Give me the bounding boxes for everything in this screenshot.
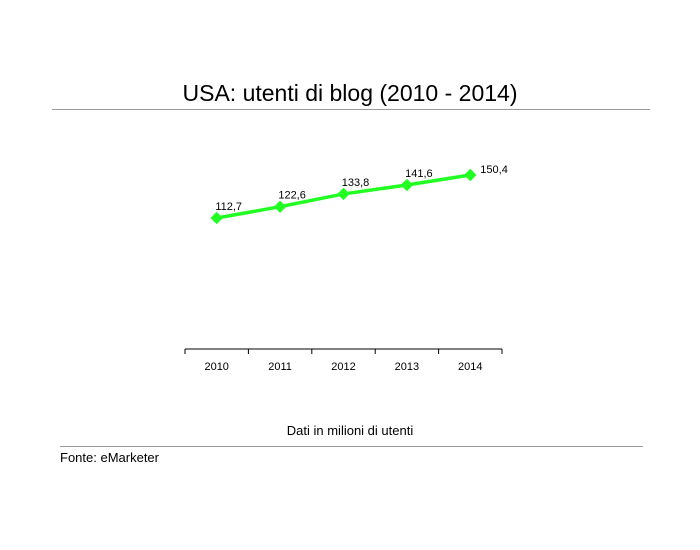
- x-axis: 2010 2011 2012 2013 2014: [184, 348, 503, 373]
- source-note: Fonte: eMarketer: [60, 450, 159, 465]
- x-tick-label: 2013: [395, 361, 419, 373]
- data-label: 141,6: [405, 168, 433, 180]
- data-point: [337, 187, 350, 201]
- data-label: 133,8: [342, 177, 370, 189]
- footer-divider: [60, 446, 643, 447]
- data-point: [273, 200, 287, 213]
- x-tick-label: 2012: [331, 361, 355, 373]
- data-point: [210, 211, 223, 225]
- data-point: [400, 178, 414, 192]
- title-divider: [52, 109, 650, 110]
- x-tick-label: 2010: [204, 361, 228, 373]
- data-point: [464, 168, 477, 182]
- chart-title: USA: utenti di blog (2010 - 2014): [182, 80, 518, 106]
- data-point-layer: [210, 168, 477, 225]
- data-label-layer: 112,7 122,6 133,8 141,6 150,4: [215, 164, 507, 213]
- chart-note: Dati in milioni di utenti: [286, 423, 414, 438]
- data-label: 122,6: [278, 190, 306, 202]
- data-label: 112,7: [215, 201, 242, 213]
- data-label: 150,4: [480, 164, 508, 176]
- x-tick-label: 2011: [268, 361, 292, 373]
- x-tick-label: 2014: [458, 361, 482, 373]
